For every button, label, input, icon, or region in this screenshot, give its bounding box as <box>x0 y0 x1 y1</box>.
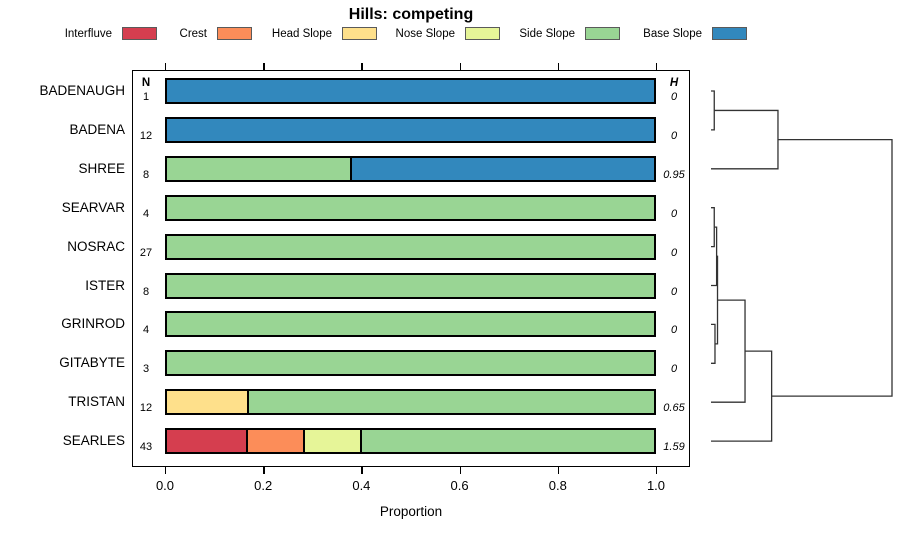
row-label: SEARLES <box>62 433 125 449</box>
legend-swatch <box>342 27 377 40</box>
legend-label: Nose Slope <box>395 28 455 40</box>
chart-title: Hills: competing <box>348 6 474 23</box>
row-label: SEARVAR <box>61 199 125 215</box>
row-label: GRINROD <box>61 316 125 332</box>
bar-segment <box>167 157 350 180</box>
bar-segment <box>167 313 654 336</box>
row-label: TRISTAN <box>68 394 125 410</box>
n-value: 3 <box>142 363 150 376</box>
n-value: 8 <box>142 285 150 298</box>
row-label: NOSRAC <box>67 238 125 254</box>
n-value: 1 <box>142 91 150 103</box>
h-value: 0 <box>670 324 678 337</box>
x-tick <box>459 467 461 474</box>
bar-segment <box>167 118 654 141</box>
bar-segment <box>349 157 654 180</box>
x-tick <box>361 467 363 474</box>
h-column-header: H <box>669 77 679 89</box>
bar <box>165 428 656 455</box>
h-value: 0 <box>670 246 678 259</box>
x-tick-top <box>557 63 560 70</box>
bar <box>165 350 656 377</box>
x-tick-label: 0.0 <box>155 478 175 493</box>
x-tick-top <box>361 63 363 70</box>
x-tick-top <box>656 63 658 70</box>
legend-label: Interfluve <box>64 28 112 40</box>
x-tick <box>263 467 265 474</box>
x-tick-label: 1.0 <box>646 478 666 493</box>
h-value: 0 <box>670 363 678 376</box>
n-value: 27 <box>139 246 153 259</box>
n-value: 4 <box>142 207 150 220</box>
h-value: 0 <box>670 285 678 298</box>
bar <box>165 389 656 416</box>
n-column-header: N <box>141 77 151 89</box>
bar <box>165 233 656 260</box>
legend-label: Head Slope <box>271 28 332 40</box>
row-label: GITABYTE <box>59 355 125 371</box>
bar <box>165 155 656 182</box>
row-label: BADENA <box>69 121 125 137</box>
h-value: 0 <box>670 207 678 220</box>
x-tick-label: 0.6 <box>450 478 469 493</box>
row-label: SHREE <box>78 160 125 176</box>
bar <box>165 311 656 338</box>
bar-segment <box>303 430 360 453</box>
h-value: 0 <box>670 91 678 103</box>
bar-segment <box>246 430 304 453</box>
bar-segment <box>167 352 654 375</box>
x-tick-top <box>459 63 461 70</box>
bar-segment <box>167 196 654 219</box>
legend-swatch <box>585 27 620 40</box>
legend-swatch <box>465 27 500 40</box>
n-value: 12 <box>139 402 153 415</box>
dendrogram-lines <box>711 90 893 442</box>
bar-segment <box>247 391 654 414</box>
n-value: 43 <box>139 441 153 454</box>
bar <box>165 272 656 299</box>
n-value: 4 <box>142 324 150 337</box>
n-value: 12 <box>139 129 153 142</box>
h-value: 1.59 <box>663 441 685 454</box>
x-tick <box>165 467 167 474</box>
legend-label: Base Slope <box>643 28 702 40</box>
row-label: BADENAUGH <box>39 83 125 98</box>
legend-swatch <box>217 27 252 40</box>
x-tick-label: 0.4 <box>352 478 371 493</box>
x-tick-top <box>263 63 265 70</box>
bar-segment <box>167 235 654 258</box>
row-label: ISTER <box>85 277 125 293</box>
bar-segment <box>167 274 654 297</box>
legend-label: Side Slope <box>519 28 575 40</box>
bar-segment <box>359 430 654 453</box>
legend-label: Crest <box>179 28 207 40</box>
n-value: 8 <box>142 168 150 181</box>
bar-segment <box>167 430 247 453</box>
bar-segment <box>167 80 654 102</box>
h-value: 0.95 <box>663 168 685 181</box>
bar <box>165 116 656 143</box>
x-tick <box>656 467 658 474</box>
x-tick-label: 0.8 <box>548 478 567 493</box>
bar <box>165 194 656 221</box>
x-tick-label: 0.2 <box>254 478 273 493</box>
legend-swatch <box>712 27 747 40</box>
h-value: 0.65 <box>663 402 685 415</box>
bar <box>165 78 656 104</box>
x-axis-label: Proportion <box>379 504 443 519</box>
x-tick <box>557 467 560 474</box>
bar-segment <box>167 391 248 414</box>
h-value: 0 <box>670 129 678 142</box>
legend-swatch <box>122 27 157 40</box>
x-tick-top <box>165 63 167 70</box>
